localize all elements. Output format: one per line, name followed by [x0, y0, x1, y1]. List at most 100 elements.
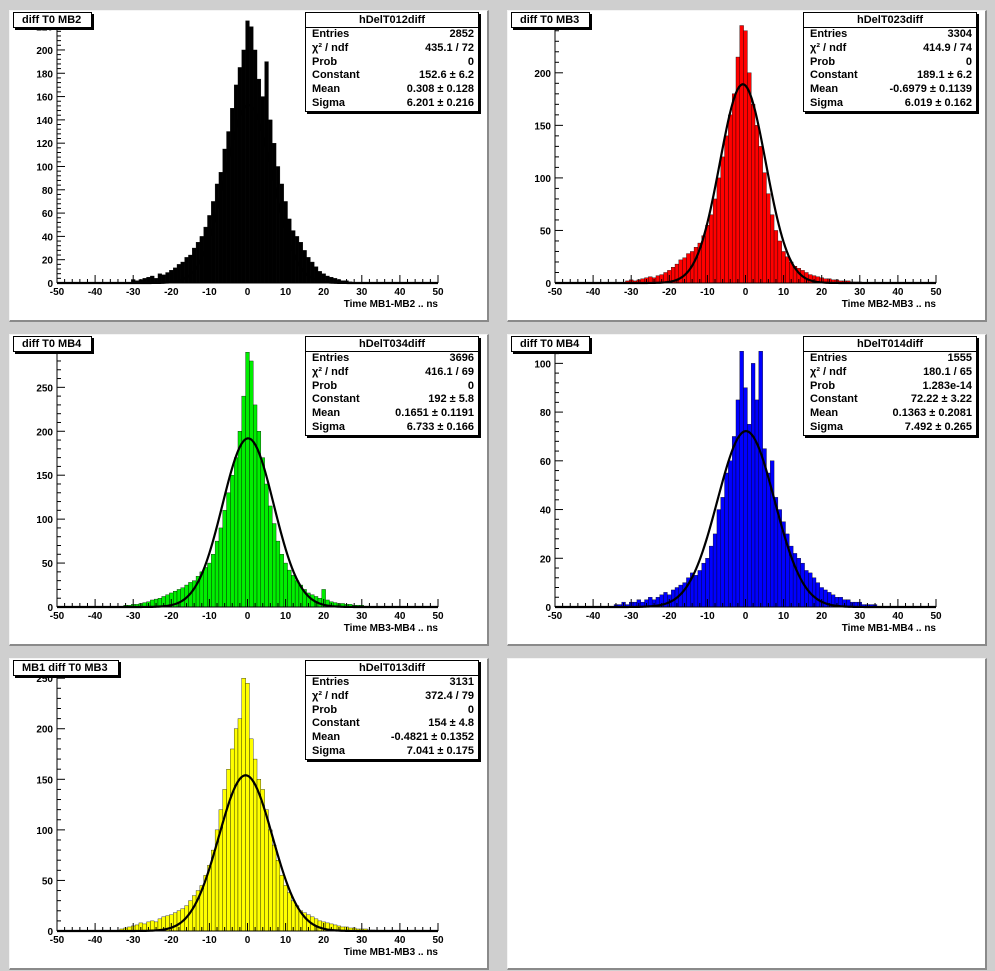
stat-value: 1555: [947, 352, 972, 364]
histogram-plot-hDelT014diff: -50 -40 -30 -20 -10 0 10 20 30 40 50 0 20 40 60 80 100 Ti…: [534, 339, 942, 634]
histogram-bin: [253, 49, 258, 284]
stats-row-mean: Mean 0.308 ± 0.128: [306, 83, 478, 97]
stats-box: hDelT023diff Entries 3304 χ² / ndf 414.9 /…: [803, 12, 977, 112]
stat-label: Entries: [312, 28, 350, 40]
x-tick-label: 10: [280, 935, 292, 946]
histogram-bin: [785, 256, 790, 284]
histogram-bin: [211, 201, 216, 284]
stats-row-sigma: Sigma 6.733 ± 0.166: [306, 421, 478, 435]
histogram-bin: [260, 96, 265, 284]
y-tick-label: 20: [540, 554, 552, 565]
histogram-bin: [298, 242, 303, 284]
x-tick-label: 50: [930, 287, 942, 298]
histogram-bin: [777, 240, 782, 284]
stats-row-prob: Prob 1.283e-14: [804, 380, 976, 394]
histogram-bin: [241, 677, 246, 932]
stat-value: 1.283e-14: [922, 379, 972, 392]
x-axis-title: Time MB1-MB2 .. ns: [344, 299, 439, 310]
x-tick-label: -40: [586, 287, 601, 298]
histogram-bin: [222, 510, 227, 608]
stat-value: 0: [467, 379, 474, 392]
histogram-bin: [291, 900, 296, 932]
histogram-bin: [226, 769, 231, 932]
histogram-bin: [272, 844, 277, 932]
stat-value: 189.1 ± 6.2: [917, 69, 972, 82]
stats-histogram-name: hDelT013diff: [306, 661, 478, 676]
stat-value: 0.1651 ± 0.1191: [395, 407, 474, 420]
x-tick-label: 20: [318, 611, 330, 622]
x-tick-label: -40: [88, 935, 103, 946]
stats-row-entries: Entries 1555: [804, 352, 976, 366]
histogram-bin: [264, 809, 269, 932]
y-tick-label: 40: [540, 506, 552, 517]
histogram-bin: [716, 177, 721, 284]
y-tick-label: 40: [42, 232, 54, 243]
histogram-title: diff T0 MB4: [511, 336, 591, 352]
x-tick-label: 20: [816, 287, 828, 298]
x-tick-label: 0: [245, 287, 251, 298]
histogram-bin: [747, 72, 752, 284]
histogram-bin: [796, 558, 801, 608]
histogram-bin: [287, 892, 292, 932]
stats-row-prob: Prob 0: [306, 704, 478, 718]
stats-row-constant: Constant 189.1 ± 6.2: [804, 69, 976, 83]
histogram-bin: [739, 25, 744, 284]
x-tick-label: -10: [700, 611, 715, 622]
histogram-bin: [253, 404, 258, 608]
histogram-bin: [264, 483, 269, 608]
stat-value: 7.492 ± 0.265: [904, 420, 972, 433]
x-tick-label: 40: [892, 287, 904, 298]
stat-value: 2852: [449, 28, 474, 40]
histogram-bin: [743, 387, 748, 608]
stats-box: hDelT012diff Entries 2852 χ² / ndf 435.1 /…: [305, 12, 479, 112]
x-tick-label: 20: [816, 611, 828, 622]
histogram-bin: [226, 492, 231, 608]
histogram-bin: [287, 218, 292, 284]
stat-label: Sigma: [810, 420, 844, 433]
histogram-bin: [245, 683, 250, 932]
x-tick-label: -10: [202, 611, 217, 622]
histogram-title: diff T0 MB2: [13, 12, 93, 28]
histogram-bin: [754, 125, 760, 284]
x-tick-label: -10: [202, 935, 217, 946]
histogram-bin: [264, 61, 269, 284]
y-tick-label: 250: [36, 383, 53, 394]
stats-row-prob: Prob 0: [306, 380, 478, 394]
histogram-bin: [241, 49, 246, 284]
stat-label: Mean: [810, 407, 839, 420]
stat-label: Sigma: [312, 420, 346, 433]
x-axis-title: Time MB3-MB4 .. ns: [344, 623, 439, 634]
stats-row-mean: Mean -0.6979 ± 0.1139: [804, 83, 976, 97]
histogram-bin: [157, 273, 162, 284]
histogram-bin: [237, 431, 242, 608]
histogram-bin: [693, 575, 699, 608]
stats-row-entries: Entries 3696: [306, 352, 478, 366]
stats-row-entries: Entries 2852: [306, 28, 478, 42]
stat-value: 372.4 / 79: [425, 689, 474, 702]
stats-row-constant: Constant 154 ± 4.8: [306, 717, 478, 731]
x-tick-label: 10: [280, 287, 292, 298]
stat-label: Sigma: [312, 744, 346, 757]
pad-hDelT013diff: -50 -40 -30 -20 -10 0 10 20 30 40 50 0 50 100 150 200 25…: [9, 658, 489, 970]
stats-histogram-name: hDelT012diff: [306, 13, 478, 28]
y-tick-label: 80: [540, 408, 552, 419]
pad-hDelT034diff: -50 -40 -30 -20 -10 0 10 20 30 40 50 0 50 100 150 200 25…: [9, 334, 489, 646]
y-tick-label: 0: [47, 927, 53, 938]
stats-row-chi2-ndf: χ² / ndf 435.1 / 72: [306, 42, 478, 56]
x-tick-label: -30: [624, 611, 639, 622]
histogram-bin: [233, 84, 239, 284]
stat-value: 416.1 / 69: [425, 365, 474, 378]
stat-label: Mean: [810, 83, 839, 96]
stats-row-sigma: Sigma 6.201 ± 0.216: [306, 97, 478, 111]
histogram-bin: [256, 78, 262, 284]
y-tick-label: 150: [36, 775, 53, 786]
y-tick-label: 140: [36, 116, 53, 127]
x-tick-label: 40: [394, 611, 406, 622]
histogram-bin: [245, 20, 250, 284]
histogram-bin: [256, 779, 262, 932]
histogram-bin: [712, 533, 718, 608]
x-tick-label: 20: [318, 287, 330, 298]
y-tick-label: 50: [540, 226, 552, 237]
histogram-bin: [724, 135, 729, 284]
histogram-bin: [272, 523, 277, 608]
